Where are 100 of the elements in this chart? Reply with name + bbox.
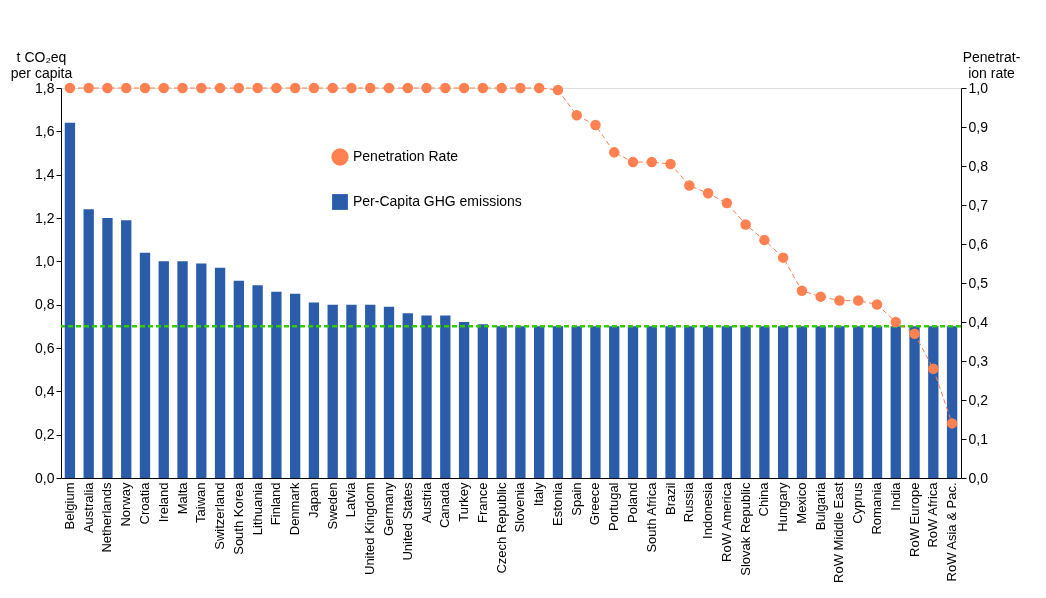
bar [121, 220, 132, 478]
bar [834, 326, 845, 478]
point [83, 82, 94, 94]
x-tick-label: RoW Europe [906, 482, 922, 557]
point [214, 82, 226, 94]
x-tick-label: Czech Republic [493, 482, 509, 574]
x-tick-label: Croatia [136, 481, 152, 525]
point [552, 84, 564, 96]
point [139, 82, 151, 94]
y2-tick-label: 1,0 [968, 79, 989, 96]
x-tick-label: Australia [80, 481, 96, 534]
y-tick-label: 0,4 [35, 382, 55, 399]
bar [721, 326, 733, 478]
point [102, 82, 113, 94]
x-tick-label: Latvia [343, 481, 359, 518]
bar [702, 326, 714, 478]
bar [853, 326, 864, 478]
bar [684, 326, 695, 478]
point [120, 82, 132, 94]
bar [214, 267, 226, 478]
point [590, 119, 601, 131]
point [64, 82, 76, 94]
bar [402, 313, 413, 478]
point [458, 82, 470, 94]
bar [890, 326, 901, 478]
bar [139, 252, 151, 478]
x-tick-label: Slovenia [512, 481, 528, 533]
bar [871, 326, 883, 478]
point [815, 291, 826, 302]
point [158, 82, 170, 94]
x-tick-label: India [887, 481, 903, 511]
point [946, 418, 958, 429]
x-tick-label: Poland [625, 482, 640, 523]
bar [590, 326, 601, 478]
x-tick-label: South Africa [643, 481, 659, 553]
point [421, 82, 432, 94]
y-tick-label: 1,2 [35, 209, 55, 226]
point [702, 188, 714, 199]
x-tick-label: Finland [268, 482, 284, 526]
y2-tick-label: 0,1 [968, 430, 989, 447]
y2-tick-label: 0,9 [968, 118, 989, 135]
bar [665, 326, 676, 478]
x-tick-label: Spain [568, 482, 584, 516]
point [477, 82, 489, 94]
bar [158, 261, 169, 478]
point [346, 82, 357, 94]
x-tick-label: United Kingdom [362, 482, 378, 575]
point [871, 299, 883, 310]
bar [627, 326, 639, 478]
x-tick-label: Romania [869, 481, 885, 535]
bar [346, 304, 357, 478]
bar [496, 326, 507, 478]
x-tick-label: Taiwan [193, 482, 209, 523]
point [759, 234, 770, 246]
y2-tick-label: 0,7 [968, 196, 989, 213]
bar [102, 218, 113, 478]
x-tick-label: Italy [531, 482, 547, 507]
point [627, 156, 639, 168]
x-tick-label: United States [399, 482, 415, 561]
x-tick-label: Belgium [61, 482, 77, 530]
y-tick-label: 0,0 [35, 469, 55, 486]
point [571, 110, 582, 121]
x-tick-label: Canada [437, 481, 453, 529]
y-tick-label: 0,2 [35, 426, 55, 443]
x-tick-label: Switzerland [212, 482, 228, 550]
y2-tick-label: 0,2 [968, 391, 989, 408]
bar [440, 315, 451, 478]
y2-tick-label: 0,0 [968, 469, 989, 486]
x-tick-label: Estonia [549, 481, 565, 526]
y2-tick-label: 0,5 [968, 274, 989, 291]
point [740, 219, 751, 230]
x-tick-label: Netherlands [99, 482, 115, 553]
legend-label: Penetration Rate [353, 148, 459, 164]
bar [477, 324, 489, 478]
y-axis-title: t CO₂eq per capita [10, 48, 73, 81]
point [364, 82, 376, 94]
bar [64, 122, 76, 478]
y2-tick-label: 0,8 [968, 157, 989, 174]
legend-label: Per-Capita GHG emissions [353, 193, 522, 209]
point [440, 82, 451, 94]
bar [928, 326, 939, 478]
point [289, 82, 301, 94]
point [796, 285, 808, 297]
point [646, 156, 658, 168]
bar [289, 293, 301, 478]
bar [609, 326, 620, 478]
x-tick-label: France [474, 482, 490, 523]
bar [233, 280, 244, 478]
bar [946, 326, 958, 478]
point [383, 82, 395, 94]
bar [365, 304, 376, 478]
point [777, 252, 789, 263]
x-tick-label: Denmark [287, 482, 303, 536]
x-tick-label: RoW Africa [925, 481, 941, 548]
y2-tick-label: 0,6 [968, 235, 989, 252]
x-tick-label: China [756, 481, 772, 517]
bar [646, 326, 657, 478]
point [515, 82, 526, 94]
bar [327, 304, 338, 478]
x-tick-label: Indonesia [700, 481, 716, 539]
